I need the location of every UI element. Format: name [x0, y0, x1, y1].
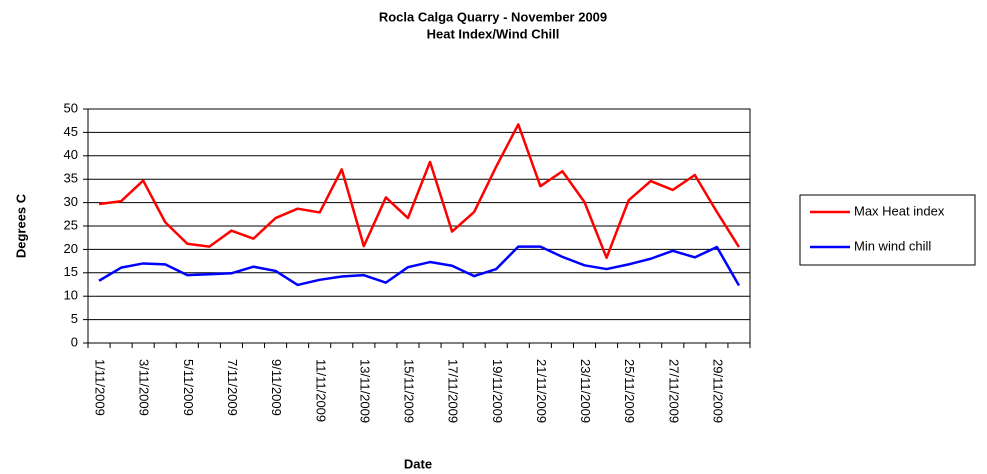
- chart-title: Rocla Calga Quarry - November 2009: [379, 9, 607, 24]
- y-axis-title: Degrees C: [13, 193, 28, 258]
- x-tick-label: 1/11/2009: [93, 359, 108, 416]
- y-tick-label: 10: [64, 288, 78, 303]
- x-tick-label: 5/11/2009: [181, 359, 196, 416]
- x-tick-label: 3/11/2009: [137, 359, 152, 416]
- series-line: [98, 245, 741, 287]
- y-tick-label: 0: [71, 334, 78, 349]
- y-tick-label: 20: [64, 241, 78, 256]
- x-tick-label: 13/11/2009: [357, 359, 372, 423]
- y-tick-label: 45: [64, 124, 78, 139]
- x-tick-label: 17/11/2009: [446, 359, 461, 423]
- x-tick-label: 29/11/2009: [710, 359, 725, 423]
- x-tick-label: 9/11/2009: [269, 359, 284, 416]
- x-tick-label: 27/11/2009: [666, 359, 681, 423]
- y-tick-label: 25: [64, 217, 78, 232]
- x-tick-label: 23/11/2009: [578, 359, 593, 423]
- y-tick-label: 30: [64, 194, 78, 209]
- legend-label: Min wind chill: [854, 238, 931, 253]
- chart-subtitle: Heat Index/Wind Chill: [427, 26, 560, 41]
- legend-label: Max Heat index: [854, 203, 945, 218]
- x-axis-title: Date: [404, 456, 432, 471]
- y-tick-label: 35: [64, 171, 78, 186]
- x-tick-label: 15/11/2009: [402, 359, 417, 423]
- series-line: [98, 123, 741, 260]
- x-tick-label: 7/11/2009: [225, 359, 240, 416]
- x-tick-label: 25/11/2009: [622, 359, 637, 423]
- x-tick-label: 11/11/2009: [313, 359, 328, 422]
- y-tick-label: 50: [64, 100, 78, 115]
- y-tick-label: 15: [64, 264, 78, 279]
- x-tick-label: 21/11/2009: [534, 359, 549, 423]
- y-tick-label: 5: [71, 311, 78, 326]
- x-tick-label: 19/11/2009: [490, 359, 505, 423]
- y-tick-label: 40: [64, 147, 78, 162]
- legend-box: [799, 194, 976, 266]
